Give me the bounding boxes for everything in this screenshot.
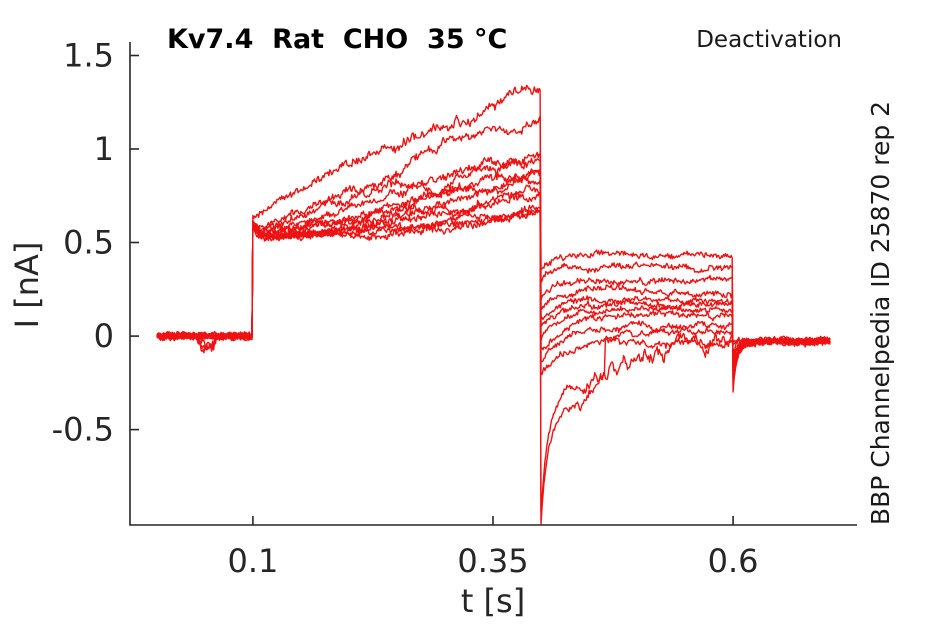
current-trace — [156, 151, 831, 388]
y-tick-label: 1.5 — [63, 37, 114, 75]
current-trace — [156, 209, 831, 513]
x-axis-label: t [s] — [461, 582, 525, 620]
axes-spines — [129, 42, 857, 526]
y-tick-label: 0.5 — [63, 224, 114, 262]
plot-title: Kv7.4 Rat CHO 35 °C — [167, 24, 507, 55]
axes-layer: -0.5 0 0.5 1 1.5 0.1 0.35 0.6 — [52, 37, 857, 580]
source-watermark: BBP Channelpedia ID 25870 rep 2 — [866, 101, 895, 525]
current-trace — [156, 115, 831, 379]
y-axis-label: I [nA] — [8, 242, 46, 329]
y-tick-label: -0.5 — [52, 411, 114, 449]
current-trace — [156, 204, 831, 525]
protocol-annotation: Deactivation — [696, 27, 842, 53]
y-tick-label: 1 — [94, 130, 114, 168]
trace-layer — [156, 84, 831, 525]
current-trace — [156, 174, 831, 365]
x-tick-label: 0.6 — [708, 542, 759, 580]
current-trace — [156, 84, 831, 393]
y-tick-label: 0 — [94, 317, 114, 355]
x-tick-label: 0.35 — [457, 542, 528, 580]
current-trace — [156, 184, 831, 366]
x-tick-label: 0.1 — [227, 542, 278, 580]
